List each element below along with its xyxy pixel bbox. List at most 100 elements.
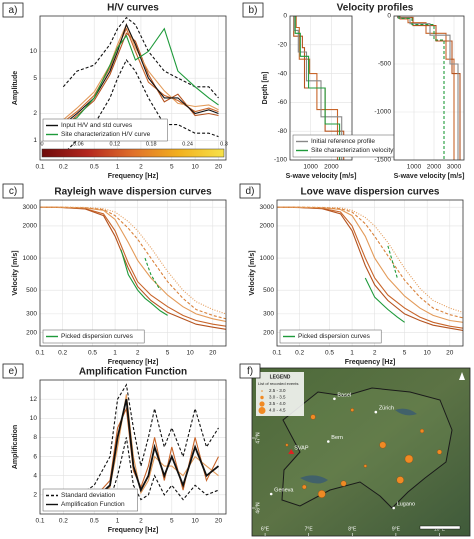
- country-border: [281, 387, 453, 509]
- x-tick-label: 2000: [427, 164, 442, 171]
- event: [379, 441, 387, 449]
- panel-label: b): [249, 5, 258, 16]
- legend-box: [42, 118, 168, 142]
- y-tick-label: 1000: [260, 255, 275, 262]
- x-tick-label: 5: [170, 518, 174, 525]
- series-line: [387, 245, 398, 279]
- y-tick-label: 1: [33, 137, 37, 144]
- x-tick-label: 20: [446, 350, 454, 357]
- y-tick-label: 3000: [23, 204, 38, 211]
- city: [327, 440, 330, 443]
- colorbar-tick-label: 0.24: [182, 141, 193, 147]
- y-tick-label: 4: [33, 472, 37, 479]
- x-tick-label: 5: [403, 350, 407, 357]
- x-tick-label: 1: [116, 164, 120, 171]
- x-tick-label: 5: [166, 350, 170, 357]
- legend-label: Amplification Function: [61, 501, 125, 508]
- city: [269, 492, 273, 496]
- panel-label-box: [2, 363, 24, 379]
- legend-swatch: [259, 401, 265, 407]
- series-line: [295, 16, 339, 160]
- x-axis-label: Frequency [Hz]: [108, 359, 159, 366]
- panel-title: Amplification Function: [79, 367, 187, 378]
- x-tick-label: 2: [373, 350, 377, 357]
- y-tick-label: 10: [30, 415, 38, 422]
- x-tick-label: 1000: [303, 164, 318, 171]
- legend-title: LEGEND: [270, 374, 291, 380]
- x-tick-label: 2: [139, 518, 143, 525]
- place-label: Zürich: [379, 406, 394, 412]
- x-tick-label: 10: [424, 350, 432, 357]
- x-tick-label: 8°E: [348, 526, 357, 532]
- y-tick-label: -100: [274, 157, 287, 164]
- event: [404, 454, 414, 464]
- legend-label: 2.5 - 3.0: [269, 388, 286, 393]
- panel-title: H/V curves: [107, 3, 159, 14]
- plot-frame: [393, 15, 465, 161]
- legend-swatch: [258, 407, 266, 414]
- panel-label-box: [2, 183, 24, 199]
- y-tick-label: 46°N: [255, 502, 261, 514]
- series-line: [40, 206, 226, 315]
- colorbar: [41, 148, 225, 158]
- plot-frame: [39, 379, 227, 515]
- x-tick-label: 10: [192, 518, 200, 525]
- panel-label: e): [9, 366, 18, 377]
- y-tick-label: 300: [26, 311, 37, 318]
- legend-label: 3.5 - 4.0: [269, 401, 286, 406]
- y-tick-label: 0: [283, 13, 287, 20]
- event: [310, 414, 316, 420]
- x-tick-label: 10: [192, 164, 200, 171]
- y-tick-label: -40: [278, 70, 288, 77]
- y-tick-label: 500: [263, 287, 274, 294]
- place-label: Bern: [331, 435, 343, 441]
- series-line: [62, 23, 219, 121]
- legend-box: [42, 488, 138, 512]
- event: [396, 476, 404, 484]
- colorbar-tick-label: 0.3: [220, 141, 228, 147]
- panel-label: a): [9, 5, 18, 16]
- panel-label: c): [9, 186, 17, 197]
- y-tick-label: 1000: [23, 255, 38, 262]
- legend-swatch: [261, 390, 263, 392]
- plot-area: [394, 16, 464, 160]
- panel-title: Love wave dispersion curves: [301, 187, 440, 198]
- station: [288, 449, 295, 454]
- series-line: [294, 16, 341, 160]
- x-tick-label: 0.2: [58, 350, 67, 357]
- plot-area: [277, 200, 463, 346]
- panel-label-box: [239, 363, 261, 379]
- y-tick-label: 6: [33, 453, 37, 460]
- y-axis-label: Velocity [m/s]: [249, 250, 256, 295]
- series-line: [144, 257, 161, 291]
- y-axis-label: Amplitude: [12, 71, 19, 105]
- y-tick-label: -1500: [374, 157, 391, 164]
- x-axis-label: Frequency [Hz]: [108, 527, 159, 534]
- y-tick-label: 200: [263, 329, 274, 336]
- y-axis-label: Velocity [m/s]: [12, 250, 19, 295]
- legend-label: Initial reference profile: [311, 138, 375, 145]
- city: [392, 506, 396, 510]
- city: [374, 410, 378, 414]
- y-tick-label: 2000: [260, 223, 275, 230]
- legend-label: 4.0 - 4.5: [269, 408, 286, 413]
- series-line: [62, 32, 219, 128]
- y-tick-label: 8: [33, 434, 37, 441]
- series-line: [277, 206, 463, 313]
- x-axis-label: Frequency [Hz]: [345, 359, 396, 366]
- legend-label: Picked dispersion curves: [298, 333, 371, 340]
- y-tick-label: -80: [278, 128, 288, 135]
- y-tick-label: -20: [278, 42, 288, 49]
- event: [317, 490, 326, 498]
- plot-frame: [39, 199, 227, 347]
- y-tick-label: -1000: [374, 109, 391, 116]
- x-axis-label: S-wave velocity [m/s]: [394, 173, 465, 180]
- event: [419, 428, 425, 434]
- x-axis-label: S-wave velocity [m/s]: [286, 173, 357, 180]
- x-tick-label: 1000: [407, 164, 422, 171]
- legend-label: Picked dispersion curves: [61, 333, 134, 340]
- colorbar-tick-label: 0.06: [73, 141, 84, 147]
- panel-label: f): [247, 366, 253, 377]
- y-tick-label: 3000: [260, 204, 275, 211]
